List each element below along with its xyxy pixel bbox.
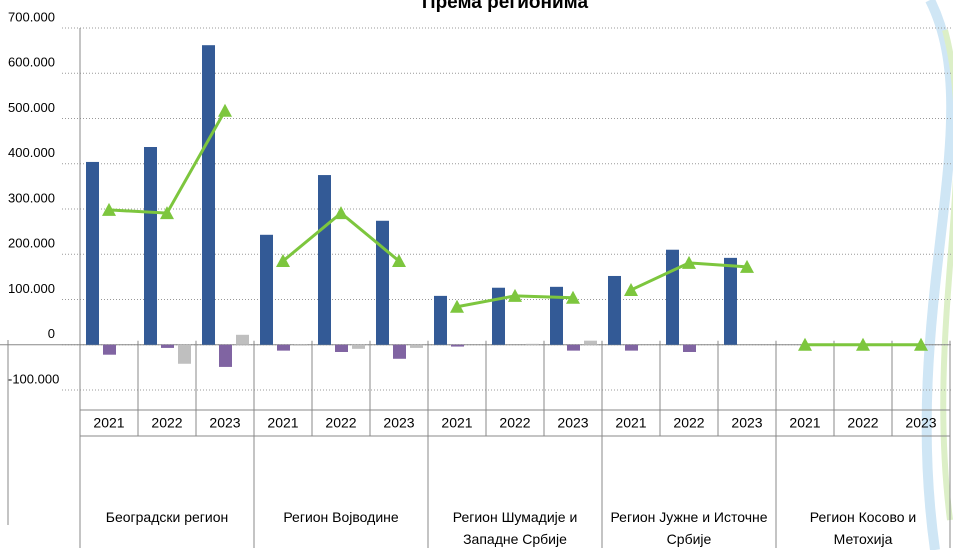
x-tick-label: 2023 (557, 415, 588, 431)
x-tick-label: 2021 (267, 415, 298, 431)
bar (352, 345, 365, 349)
bar (584, 341, 597, 345)
bar (683, 345, 696, 352)
bar (567, 345, 580, 351)
x-tick-label: 2023 (905, 415, 936, 431)
y-tick-label: 400.000 (8, 145, 55, 160)
bar (376, 221, 389, 345)
x-tick-label: 2022 (151, 415, 182, 431)
bar (103, 345, 116, 355)
x-tick-label: 2021 (789, 415, 820, 431)
group-label: Регион Војводине (259, 506, 423, 528)
y-tick-label: 500.000 (8, 100, 55, 115)
chart: Према регионима -100.000 0 100.000 200.000 3… (0, 0, 953, 550)
marker (334, 206, 348, 219)
x-tick-label: 2023 (209, 415, 240, 431)
bar (492, 288, 505, 345)
y-tick-label: -100.000 (8, 371, 59, 386)
x-tick-label: 2021 (615, 415, 646, 431)
group-label: Београдски регион (85, 506, 249, 528)
bar (608, 276, 621, 345)
chart-page: Према регионима -100.000 0 100.000 200.000 3… (0, 0, 953, 550)
y-tick-label: 300.000 (8, 190, 55, 205)
x-tick-label: 2022 (499, 415, 530, 431)
x-tick-label: 2023 (731, 415, 762, 431)
x-tick-label: 2022 (325, 415, 356, 431)
y-tick-label: 0 (48, 326, 55, 341)
bar (260, 235, 273, 345)
y-tick-label: 600.000 (8, 55, 55, 70)
bar (202, 45, 215, 345)
y-tick-label: 100.000 (8, 281, 55, 296)
marker (624, 283, 638, 296)
group-label: Регион Јужне и Источне Србије (607, 506, 771, 550)
bar (410, 345, 423, 348)
chart-title: Према регионима (422, 0, 589, 13)
x-tick-label: 2022 (673, 415, 704, 431)
y-tick-label: 200.000 (8, 236, 55, 251)
bar (666, 250, 679, 345)
bar (178, 345, 191, 364)
bar (86, 162, 99, 345)
bar (294, 345, 307, 346)
bar (526, 344, 539, 345)
bar (335, 345, 348, 352)
bar (625, 345, 638, 351)
bar (277, 345, 290, 351)
x-tick-label: 2023 (383, 415, 414, 431)
x-tick-label: 2021 (441, 415, 472, 431)
marker (218, 104, 232, 117)
group-label: Регион Косово и Метохија (781, 506, 945, 550)
bar (724, 258, 737, 345)
bar (434, 296, 447, 345)
bar (219, 345, 232, 367)
bar (451, 345, 464, 347)
x-tick-label: 2021 (93, 415, 124, 431)
y-tick-label: 700.000 (8, 9, 55, 24)
x-tick-label: 2022 (847, 415, 878, 431)
group-label: Регион Шумадије и Западне Србије (433, 506, 597, 550)
bar (318, 175, 331, 345)
bar (236, 335, 249, 345)
bar (393, 345, 406, 359)
bar (144, 147, 157, 345)
bar (550, 287, 563, 345)
bar (161, 345, 174, 348)
